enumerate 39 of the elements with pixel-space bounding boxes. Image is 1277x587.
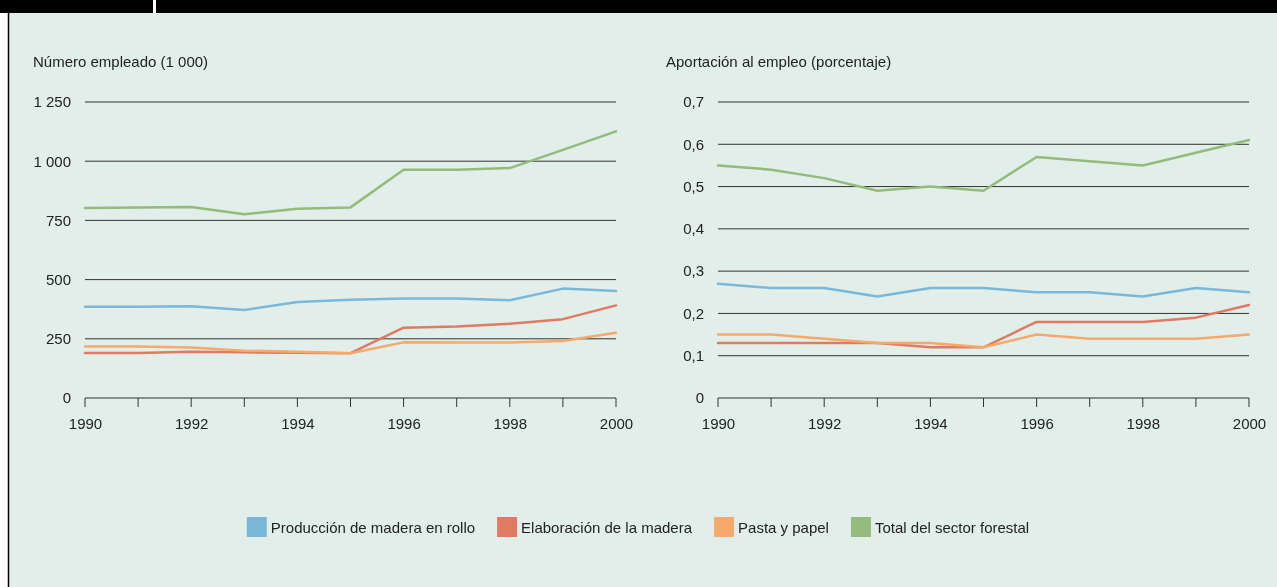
y-tick-label: 0,6 — [683, 135, 704, 153]
y-tick-label: 0,1 — [683, 347, 704, 365]
x-tick-label: 1990 — [68, 414, 103, 432]
x-tick-label: 1998 — [493, 414, 527, 432]
x-tick-label: 1996 — [1020, 414, 1054, 432]
y-tick-label: 1 000 — [33, 152, 71, 170]
x-tick-label: 1994 — [914, 414, 948, 432]
line-series — [83, 130, 618, 216]
x-tick-label: 1990 — [701, 414, 736, 432]
line-series — [83, 287, 618, 312]
y-tick-label: 1 250 — [33, 93, 71, 111]
line-series — [83, 331, 618, 355]
x-tick-label: 2000 — [599, 414, 634, 432]
line-series — [716, 303, 1251, 349]
y-tick-label: 0,4 — [683, 220, 704, 238]
y-tick-label: 750 — [45, 211, 71, 229]
x-tick-label: 1992 — [175, 414, 209, 432]
y-tick-label: 250 — [45, 330, 71, 348]
legend-label: Elaboración de la madera — [521, 519, 693, 536]
line-series — [716, 333, 1251, 349]
y-tick-label: 500 — [45, 270, 71, 288]
y-tick-label: 0,2 — [683, 304, 704, 322]
y-tick-label: 0,7 — [683, 93, 704, 111]
y-axis-title: Aportación al empleo (porcentaje) — [666, 53, 892, 70]
legend-label: Pasta y papel — [738, 519, 829, 536]
x-tick-label: 1996 — [387, 414, 421, 432]
x-tick-label: 2000 — [1232, 414, 1267, 432]
line-series — [716, 138, 1251, 193]
y-tick-label: 0 — [62, 389, 71, 407]
legend-label: Producción de madera en rollo — [270, 519, 476, 536]
y-tick-label: 0,5 — [683, 177, 704, 195]
y-tick-label: 0,3 — [683, 262, 704, 280]
x-tick-label: 1998 — [1126, 414, 1160, 432]
y-axis-title: Número empleado (1 000) — [33, 53, 209, 70]
x-tick-label: 1992 — [808, 414, 842, 432]
line-series — [716, 282, 1251, 298]
x-tick-label: 1994 — [281, 414, 315, 432]
y-tick-label: 0 — [695, 389, 704, 407]
legend-label: Total del sector forestal — [874, 519, 1030, 536]
